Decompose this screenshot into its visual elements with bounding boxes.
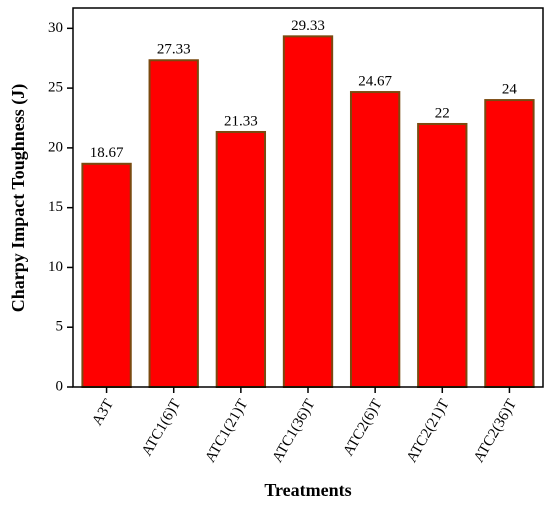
x-axis-title: Treatments — [264, 480, 351, 500]
x-tick-label: ATC2(36)T — [471, 397, 520, 466]
y-tick-label: 30 — [48, 20, 63, 36]
bar — [282, 35, 334, 389]
bar — [148, 59, 199, 388]
x-tick-label: A3T — [89, 397, 117, 429]
y-tick-label: 20 — [48, 139, 63, 155]
y-tick-label: 15 — [48, 199, 63, 215]
y-tick-label: 25 — [48, 80, 63, 96]
y-tick-label: 10 — [48, 259, 63, 275]
value-label: 27.33 — [157, 42, 191, 58]
x-tick-label: ATC1(6)T — [139, 397, 184, 459]
y-axis-title: Charpy Impact Toughness (J) — [8, 84, 29, 313]
x-tick-label: ATC2(6)T — [340, 397, 385, 459]
value-label: 24.67 — [358, 73, 392, 89]
y-tick-label: 5 — [56, 319, 64, 335]
bar — [349, 91, 401, 388]
value-label: 24 — [502, 81, 518, 97]
x-tick-label: ATC2(21)T — [404, 397, 453, 466]
plot-frame — [72, 7, 544, 388]
value-label: 22 — [435, 105, 450, 121]
bar — [484, 99, 535, 388]
bar — [81, 162, 132, 388]
bar — [417, 122, 468, 388]
value-label: 21.33 — [224, 113, 258, 129]
value-label: 18.67 — [90, 145, 124, 161]
y-tick-label: 0 — [56, 378, 64, 394]
x-tick-label: ATC1(36)T — [270, 397, 319, 466]
value-label: 29.33 — [291, 18, 325, 34]
bar — [215, 130, 267, 388]
x-tick-label: ATC1(21)T — [202, 397, 251, 466]
